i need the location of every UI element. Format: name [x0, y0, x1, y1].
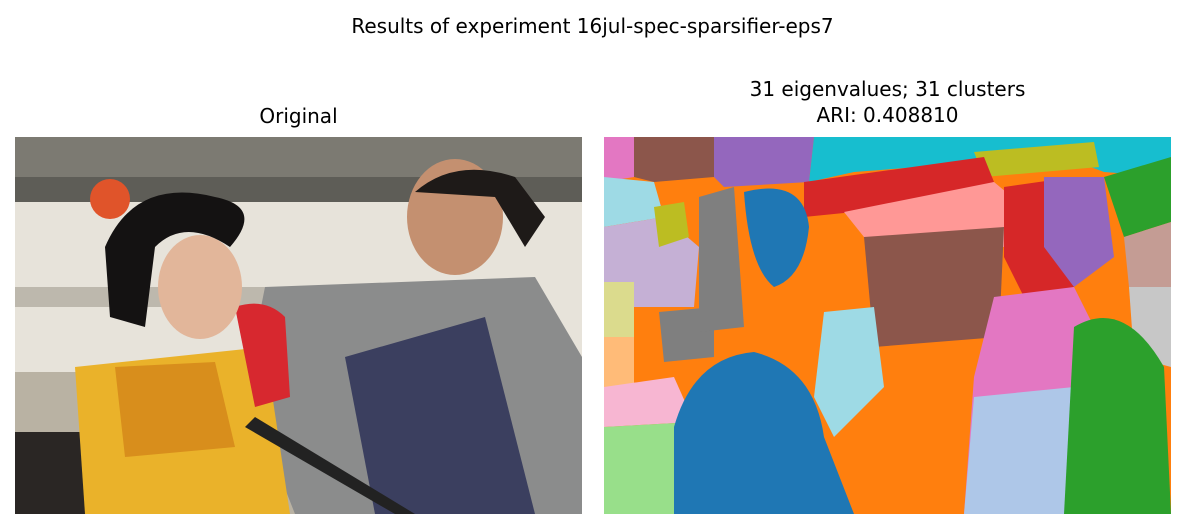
- segment: [1044, 177, 1114, 287]
- segment: [604, 177, 664, 227]
- segment: [699, 187, 744, 332]
- segment: [714, 137, 814, 187]
- man-hair: [415, 169, 545, 247]
- segment: [814, 307, 884, 437]
- segment: [804, 157, 994, 217]
- segment: [1124, 222, 1171, 287]
- hair-ornament: [90, 179, 130, 219]
- segment: [604, 377, 694, 427]
- crowd: [15, 432, 85, 514]
- figure-suptitle: Results of experiment 16jul-spec-sparsif…: [351, 14, 834, 38]
- segment: [604, 282, 634, 337]
- woman-hair: [105, 192, 245, 327]
- segmentation-title: 31 eigenvalues; 31 clusters ARI: 0.40881…: [604, 76, 1171, 128]
- original-image: [15, 137, 582, 514]
- segment: [674, 352, 854, 514]
- segment: [974, 142, 1099, 177]
- woman-face: [158, 235, 242, 339]
- segment: [964, 387, 1074, 514]
- kimono-sleeve-red: [235, 303, 290, 407]
- original-image-title: Original: [259, 104, 338, 128]
- segment: [1064, 318, 1171, 514]
- segment: [1104, 157, 1171, 237]
- segmentation-image: [604, 137, 1171, 514]
- segment: [864, 227, 1004, 347]
- segment: [634, 137, 714, 182]
- man-kimono: [345, 317, 535, 514]
- sword: [245, 417, 415, 514]
- segment: [604, 337, 634, 392]
- segment: [809, 137, 1074, 182]
- segmentation-title-line1: 31 eigenvalues; 31 clusters: [749, 77, 1026, 101]
- segment: [744, 188, 809, 287]
- segmentation-svg: [604, 137, 1171, 514]
- segment: [654, 202, 689, 247]
- segmentation-title-line2: ARI: 0.408810: [816, 103, 959, 127]
- original-photo-svg: [15, 137, 582, 514]
- segment: [604, 137, 634, 182]
- kimono-pattern: [115, 362, 235, 457]
